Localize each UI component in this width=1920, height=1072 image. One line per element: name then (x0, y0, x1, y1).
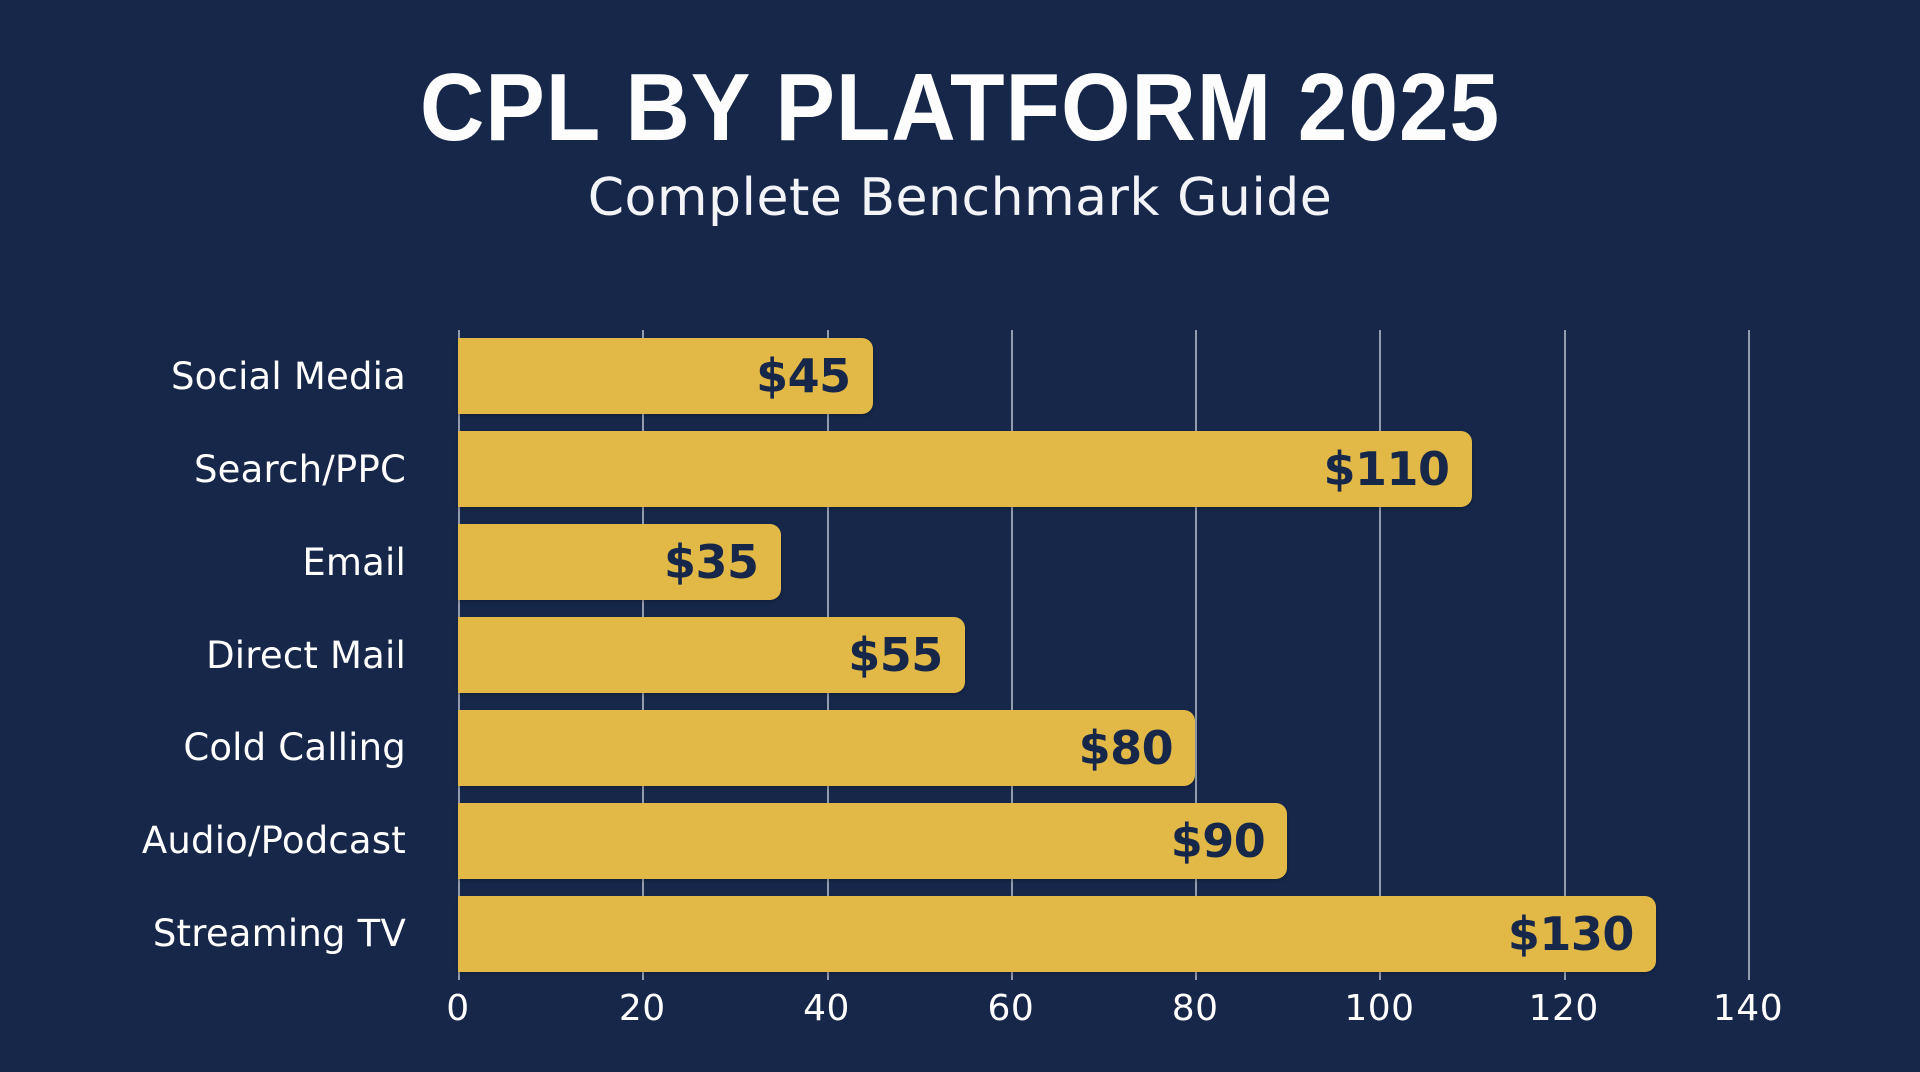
bar-row: $55 (458, 617, 1748, 693)
bar-value-label: $130 (1507, 906, 1635, 961)
bar-value-label: $110 (1323, 442, 1451, 497)
bar-direct-mail[interactable]: $55 (458, 617, 965, 693)
bar-series: $45 $110 $35 $55 $80 $90 $130 (458, 330, 1748, 980)
x-axis-tick-80: 80 (1171, 988, 1219, 1029)
bar-audio-podcast[interactable]: $90 (458, 802, 1288, 879)
y-axis-label-email: Email (302, 540, 406, 584)
x-axis-tick-0: 0 (446, 988, 470, 1029)
x-axis-tick-120: 120 (1528, 988, 1599, 1029)
x-axis-tick-140: 140 (1712, 988, 1784, 1029)
bar-cold-calling[interactable]: $80 (458, 709, 1196, 786)
y-axis-label-streaming-tv: Streaming TV (152, 912, 406, 956)
bar-row: $45 (458, 338, 1748, 415)
y-axis-label-audio-podcast: Audio/Podcast (141, 819, 406, 863)
bar-row: $110 (458, 431, 1748, 508)
bar-search-ppc[interactable]: $110 (458, 431, 1472, 508)
bar-row: $80 (458, 709, 1748, 786)
bar-value-label: $55 (848, 628, 943, 682)
page-title: CPL BY PLATFORM 2025 (419, 54, 1501, 161)
bar-value-label: $90 (1170, 813, 1266, 868)
y-axis-label-social-media: Social Media (171, 354, 406, 398)
y-axis-label-cold-calling: Cold Calling (183, 726, 406, 770)
page-subtitle: Complete Benchmark Guide (587, 167, 1333, 228)
x-axis-tick-20: 20 (618, 988, 666, 1029)
plot-area: $45 $110 $35 $55 $80 $90 $130 (458, 330, 1750, 980)
bar-streaming-tv[interactable]: $130 (458, 895, 1656, 972)
bar-social-media[interactable]: $45 (458, 338, 873, 415)
poster-header: CPL BY PLATFORM 2025 Complete Benchmark … (0, 0, 1920, 227)
bar-row: $90 (458, 802, 1748, 879)
bar-row: $130 (458, 895, 1748, 972)
gridline-140 (1748, 330, 1750, 980)
bar-row: $35 (458, 524, 1748, 601)
bar-email[interactable]: $35 (458, 524, 781, 601)
x-axis-tick-60: 60 (987, 988, 1035, 1029)
y-axis-label-direct-mail: Direct Mail (206, 633, 406, 677)
bar-value-label: $80 (1078, 720, 1174, 775)
bar-value-label: $35 (663, 535, 759, 590)
x-axis-tick-100: 100 (1344, 988, 1415, 1029)
x-axis-tick-40: 40 (803, 988, 850, 1029)
bar-value-label: $45 (756, 349, 851, 404)
y-axis-label-search-ppc: Search/PPC (193, 447, 406, 491)
x-axis-tick-labels: 0 20 40 60 80 100 120 140 (446, 988, 1782, 1048)
y-axis-category-labels: Social Media Search/PPC Email Direct Mail Co… (60, 330, 432, 980)
